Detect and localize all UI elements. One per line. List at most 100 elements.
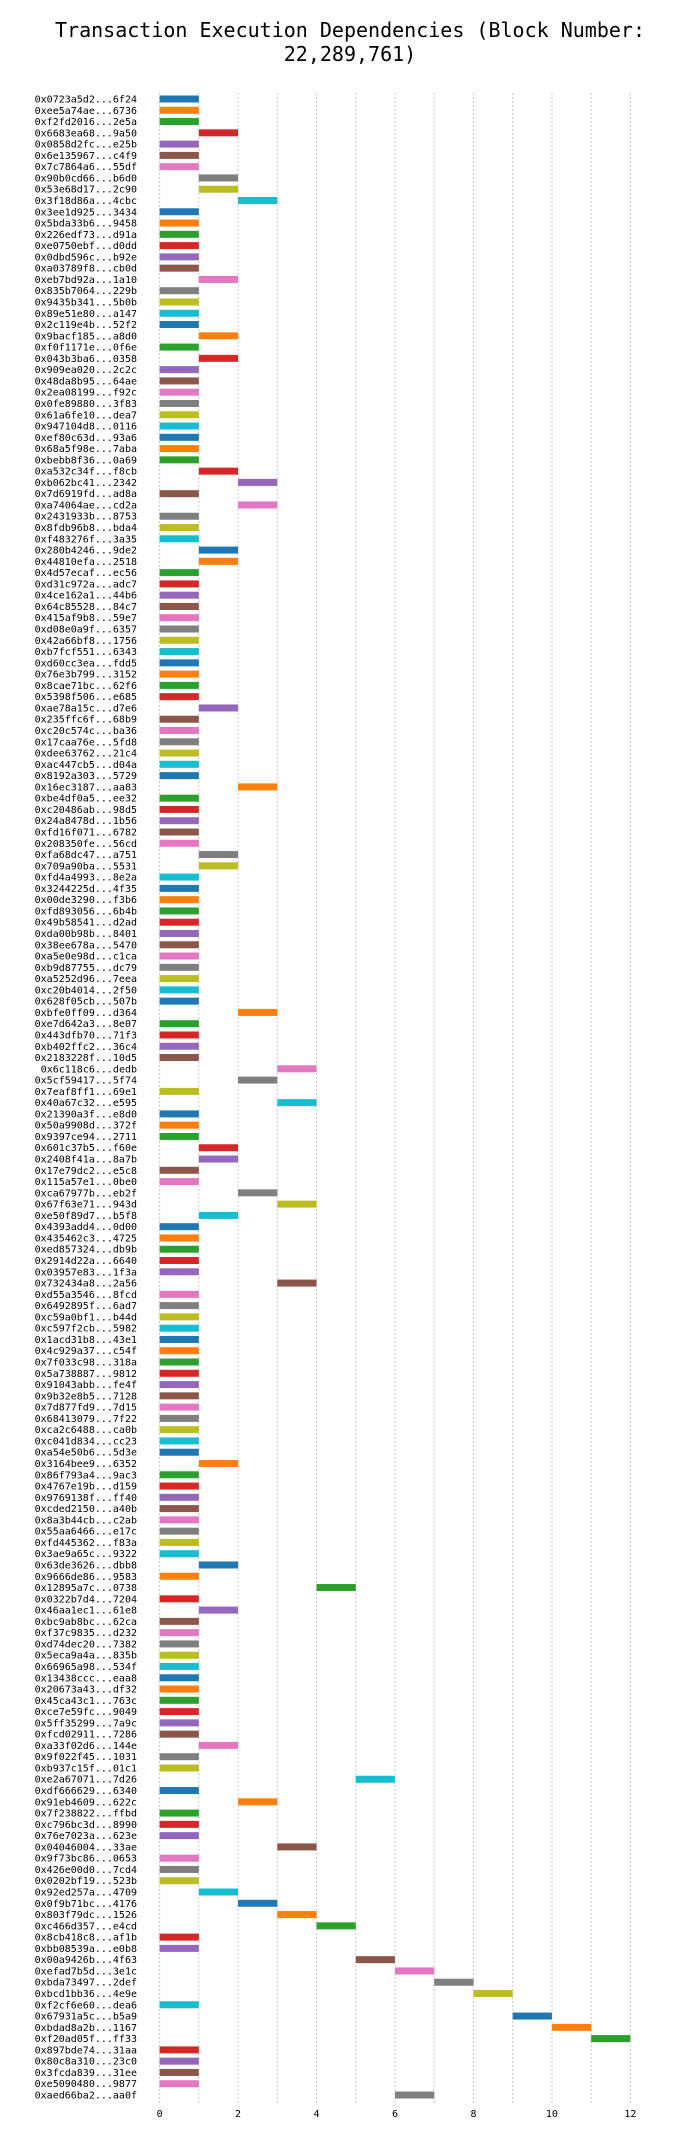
y-tick-label: 0x803f79dc...1526 (35, 1910, 137, 1921)
y-tick-label: 0x64c85528...84c7 (35, 602, 137, 613)
dependency-bar (159, 399, 199, 407)
y-tick-label: 0x68413079...7f22 (35, 1414, 137, 1425)
y-tick-label: 0x115a57e1...0be0 (35, 1177, 137, 1188)
dependency-bar (198, 174, 239, 182)
dependency-bar (159, 309, 199, 317)
dependency-bar (198, 546, 239, 554)
dependency-bar (159, 1268, 199, 1276)
dependency-bar (159, 727, 199, 735)
y-tick-label: 0xd55a3546...8fcd (35, 1290, 137, 1301)
y-tick-label: 0x3ee1d925...3434 (35, 207, 137, 218)
dependency-bar (198, 1606, 239, 1614)
dependency-bar (159, 1865, 199, 1873)
dependency-bar (159, 1448, 199, 1456)
dependency-bar (395, 1967, 435, 1975)
dependency-bar (159, 1516, 199, 1524)
dependency-bar (159, 1166, 199, 1174)
dependency-bar (159, 163, 199, 171)
y-tick-label: 0x415af9b8...59e7 (35, 613, 137, 624)
dependency-bar (159, 95, 199, 103)
dependency-bar (198, 851, 239, 859)
dependency-bar (159, 298, 199, 306)
y-tick-label: 0x3164bee9...6352 (35, 1459, 137, 1470)
y-tick-label: 0x6683ea68...9a50 (35, 128, 137, 139)
y-tick-label: 0xca2c6488...ca0b (35, 1425, 137, 1436)
y-tick-label: 0xf37c9835...d232 (35, 1628, 137, 1639)
y-tick-label: 0x208350fe...56cd (35, 839, 137, 850)
dependency-bar (159, 896, 199, 904)
y-tick-label: 0xbb08539a...e0b8 (35, 1944, 137, 1955)
dependency-bar (159, 388, 199, 396)
y-tick-label: 0xdf666629...6340 (35, 1786, 137, 1797)
dependency-bar (159, 1358, 199, 1366)
dependency-bar (591, 2035, 631, 2043)
y-tick-label: 0x3244225d...4f35 (35, 884, 137, 895)
dependency-bar (159, 1629, 199, 1637)
x-tick-label: 10 (546, 2109, 558, 2120)
y-tick-label: 0x4767e19b...d159 (35, 1482, 137, 1493)
y-tick-label: 0x5a738887...9812 (35, 1369, 137, 1380)
y-tick-label: 0x8cae71bc...62f6 (35, 681, 137, 692)
dependency-bar (159, 1685, 199, 1693)
dependency-bar (159, 1651, 199, 1659)
dependency-bar (316, 1922, 356, 1930)
dependency-bar (159, 1764, 199, 1772)
y-tick-label: 0xee5a74ae...6736 (35, 106, 137, 117)
y-tick-label: 0xf483276f...3a35 (35, 534, 137, 545)
y-tick-label: 0xa5252d96...7eea (35, 974, 137, 985)
y-tick-label: 0x42a66bf8...1756 (35, 636, 137, 647)
dependency-bar (159, 1369, 199, 1377)
y-tick-label: 0x8192a303...5729 (35, 771, 137, 782)
y-tick-label: 0x7c7864a6...55df (35, 162, 137, 173)
dependency-bar (473, 1990, 513, 1998)
dependency-bar (159, 828, 199, 836)
y-tick-label: 0x0dbd596c...b92e (35, 252, 137, 263)
y-tick-label: 0xe50f89d7...b5f8 (35, 1211, 137, 1222)
y-tick-label: 0xbcd1bb36...4e9e (35, 1989, 137, 2000)
y-tick-label: 0x91043abb...fe4f (35, 1380, 137, 1391)
y-tick-label: 0xfd893056...6b4b (35, 906, 137, 917)
y-tick-label: 0xf0f1171e...0f6e (35, 343, 137, 354)
y-tick-label: 0xca67977b...eb2f (35, 1188, 137, 1199)
y-tick-label: 0xc466d357...e4cd (35, 1921, 137, 1932)
y-tick-label: 0xfd4a4993...8e2a (35, 873, 137, 884)
y-tick-label: 0x04046004...33ae (35, 1842, 137, 1853)
dependency-bar (159, 433, 199, 441)
dependency-bar (159, 1178, 199, 1186)
dependency-bar (159, 1877, 199, 1885)
y-tick-label: 0x897bde74...31aa (35, 2045, 137, 2056)
dependency-bar (159, 1787, 199, 1795)
y-tick-label: 0x7eaf8ff1...69e1 (35, 1087, 137, 1098)
dependency-bar (159, 772, 199, 780)
y-tick-label: 0x00de3290...f3b6 (35, 895, 137, 906)
y-tick-label: 0xfa68dc47...a751 (35, 850, 137, 861)
y-tick-label: 0xf2cf6e60...dea6 (35, 2000, 137, 2011)
y-tick-label: 0xc597f2cb...5982 (35, 1324, 137, 1335)
y-tick-label: 0x49b58541...d2ad (35, 918, 137, 929)
y-tick-label: 0x89e51e80...a147 (35, 309, 137, 320)
y-tick-label: 0x90b0cd66...b6d0 (35, 173, 137, 184)
y-tick-label: 0xc796bc3d...8990 (35, 1820, 137, 1831)
dependency-bar (159, 2001, 199, 2009)
y-tick-label: 0x0202bf19...523b (35, 1876, 137, 1887)
dependency-bar (159, 1245, 199, 1253)
dependency-bar (159, 1302, 199, 1310)
dependency-bar (159, 1042, 199, 1050)
y-tick-label: 0x17caa76e...5fd8 (35, 737, 137, 748)
dependency-bar (238, 783, 278, 791)
dependency-bar (316, 1584, 356, 1592)
x-tick-label: 4 (314, 2109, 320, 2120)
y-tick-label: 0xb937c15f...01c1 (35, 1763, 137, 1774)
dependency-bar (159, 106, 199, 114)
dependency-bar (198, 1741, 239, 1749)
x-tick-label: 6 (392, 2109, 398, 2120)
y-tick-label: 0x2408f41a...8a7b (35, 1155, 137, 1166)
dependency-bar (159, 219, 199, 227)
dependency-bar (159, 2068, 199, 2076)
dependency-bar (159, 693, 199, 701)
dependency-bar (238, 1008, 278, 1016)
y-tick-label: 0xfd16f071...6782 (35, 827, 137, 838)
dependency-bar (159, 1640, 199, 1648)
y-tick-label: 0xefad7b5d...3e1c (35, 1966, 137, 1977)
y-tick-label: 0x2ea08199...f92c (35, 388, 137, 399)
